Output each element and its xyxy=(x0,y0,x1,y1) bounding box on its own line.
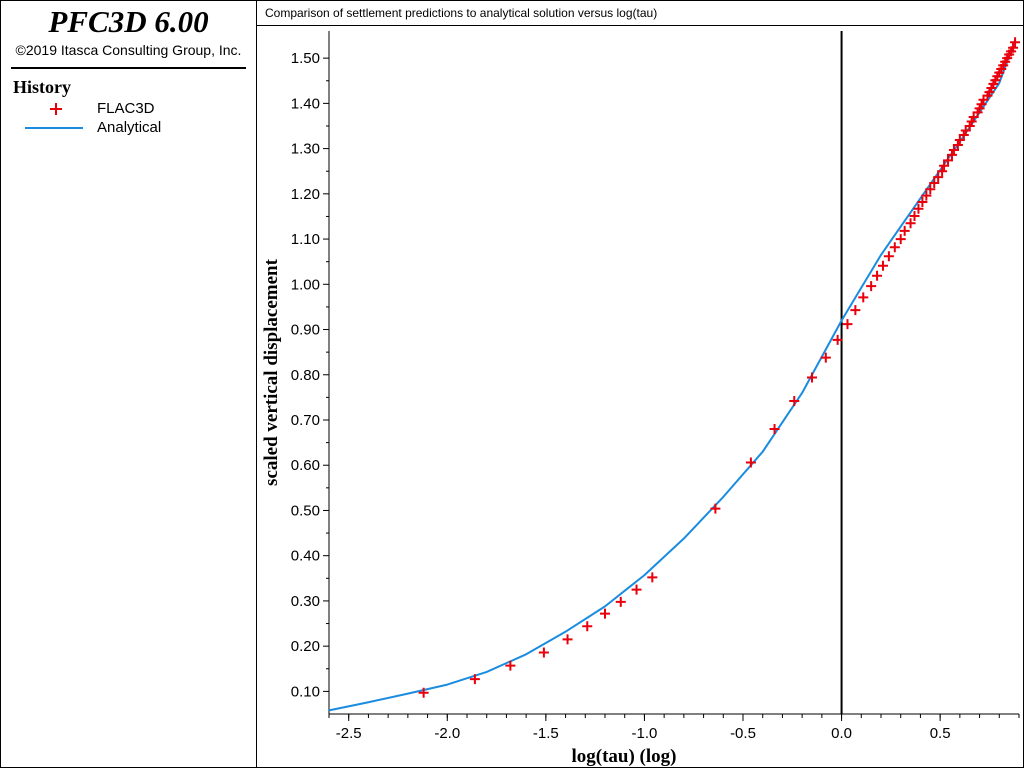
flac3d-data-point xyxy=(943,155,954,166)
plus-marker-icon xyxy=(50,103,62,115)
flac3d-data-point xyxy=(538,647,549,658)
y-tick-label: 1.30 xyxy=(291,141,320,158)
flac3d-data-point xyxy=(899,225,910,236)
flac3d-data-point xyxy=(858,292,869,303)
y-tick-label: 1.10 xyxy=(291,231,320,248)
flac3d-data-point xyxy=(872,270,883,281)
flac3d-data-point xyxy=(909,210,920,221)
flac3d-data-point xyxy=(562,634,573,645)
flac3d-data-point xyxy=(913,203,924,214)
x-tick-label: -2.0 xyxy=(434,725,460,742)
flac3d-data-point xyxy=(946,149,957,160)
flac3d-data-point xyxy=(917,196,928,207)
y-tick-label: 0.40 xyxy=(291,548,320,565)
flac3d-data-point xyxy=(789,395,800,406)
y-axis-title: scaled vertical displacement xyxy=(261,258,282,486)
flac3d-data-point xyxy=(418,687,429,698)
flac3d-data-point xyxy=(958,130,969,141)
flac3d-data-point xyxy=(939,160,950,171)
flac3d-data-point xyxy=(925,184,936,195)
line-marker-icon xyxy=(25,127,83,129)
y-tick-label: 0.90 xyxy=(291,322,320,339)
legend-divider xyxy=(11,67,246,69)
flac3d-data-point xyxy=(877,260,888,271)
x-tick-label: -2.5 xyxy=(336,725,362,742)
flac3d-data-point xyxy=(647,572,658,583)
flac3d-data-point xyxy=(895,234,906,245)
y-tick-label: 0.20 xyxy=(291,638,320,655)
y-tick-label: 1.50 xyxy=(291,50,320,67)
x-axis-title: log(tau) (log) xyxy=(571,746,676,767)
flac3d-data-point xyxy=(600,608,610,619)
y-tick-label: 1.40 xyxy=(291,95,320,112)
flac3d-data-point xyxy=(582,621,593,632)
legend-panel: PFC3D 6.00 ©2019 Itasca Consulting Group… xyxy=(1,1,257,767)
legend-label-flac3d: FLAC3D xyxy=(97,100,155,117)
app-title: PFC3D 6.00 xyxy=(48,4,209,39)
flac3d-data-point xyxy=(615,596,626,607)
flac3d-data-point xyxy=(1008,42,1019,53)
flac3d-data-point xyxy=(745,457,756,468)
y-tick-label: 0.70 xyxy=(291,412,320,429)
y-tick-label: 0.50 xyxy=(291,502,320,519)
plot-title-bar: Comparison of settlement predictions to … xyxy=(257,1,1023,26)
flac3d-data-point xyxy=(937,166,948,177)
flac3d-data-point xyxy=(807,372,817,383)
analytical-series-line xyxy=(328,39,1016,712)
legend-item-flac3d: FLAC3D xyxy=(23,99,243,119)
x-tick-label: -1.0 xyxy=(631,725,657,742)
legend-heading: History xyxy=(13,77,71,97)
x-tick-label: 0.5 xyxy=(930,725,951,742)
flac3d-data-point xyxy=(866,281,877,292)
plot-panel: Comparison of settlement predictions to … xyxy=(257,1,1023,767)
x-tick-label: 0.0 xyxy=(831,725,852,742)
flac3d-data-point xyxy=(832,334,843,345)
y-tick-label: 0.30 xyxy=(291,593,320,610)
flac3d-data-point xyxy=(933,172,944,183)
flac3d-data-point xyxy=(850,305,861,316)
flac3d-data-point xyxy=(469,674,480,685)
flac3d-data-point xyxy=(842,319,853,330)
flac3d-data-point xyxy=(976,99,987,110)
copyright-notice: ©2019 Itasca Consulting Group, Inc. xyxy=(15,42,242,58)
flac3d-data-point xyxy=(883,251,894,262)
flac3d-data-point xyxy=(889,242,900,253)
flac3d-data-point xyxy=(710,503,721,514)
flac3d-data-point xyxy=(929,177,940,188)
flac3d-data-point xyxy=(505,660,516,671)
y-tick-label: 1.00 xyxy=(291,276,320,293)
y-tick-label: 1.20 xyxy=(291,186,320,203)
y-tick-label: 0.80 xyxy=(291,367,320,384)
legend-item-analytical: Analytical xyxy=(23,118,243,138)
flac3d-data-point xyxy=(820,352,831,363)
flac3d-data-point xyxy=(905,218,916,229)
flac3d-data-point xyxy=(952,139,963,150)
y-tick-label: 0.10 xyxy=(291,683,320,700)
legend-label-analytical: Analytical xyxy=(97,119,162,136)
flac3d-data-point xyxy=(769,424,780,435)
flac3d-data-point xyxy=(964,120,975,131)
x-tick-label: -0.5 xyxy=(730,725,756,742)
flac3d-data-point xyxy=(631,584,642,595)
chart: 0.10 0.20 0.30 0.40 0.50 0.60 0.70 0.80 0.90 1.00… xyxy=(261,31,1021,767)
y-tick-label: 0.60 xyxy=(291,457,320,474)
flac3d-data-point xyxy=(966,116,977,127)
x-tick-label: -1.5 xyxy=(533,725,559,742)
flac3d-data-point xyxy=(1010,37,1021,48)
flac3d-data-point xyxy=(921,190,932,201)
plot-title: Comparison of settlement predictions to … xyxy=(265,6,658,20)
